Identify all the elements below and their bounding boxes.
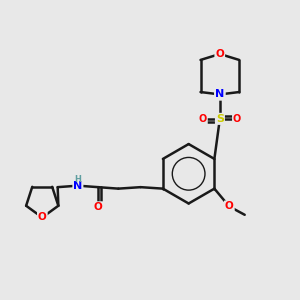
Text: N: N (73, 181, 83, 191)
Text: S: S (216, 114, 224, 124)
Text: N: N (215, 89, 224, 99)
Text: O: O (199, 114, 207, 124)
Text: O: O (225, 202, 234, 212)
Text: O: O (215, 49, 224, 59)
Text: N: N (215, 89, 224, 99)
Text: O: O (233, 114, 241, 124)
Text: O: O (38, 212, 46, 223)
Text: N: N (215, 89, 224, 99)
Text: O: O (199, 114, 207, 124)
Text: O: O (215, 49, 224, 59)
Text: S: S (216, 114, 224, 124)
Text: H: H (74, 175, 81, 184)
Text: O: O (38, 212, 46, 223)
Text: O: O (225, 202, 234, 212)
Text: O: O (94, 202, 103, 212)
Text: O: O (233, 114, 241, 124)
Text: O: O (94, 202, 103, 212)
